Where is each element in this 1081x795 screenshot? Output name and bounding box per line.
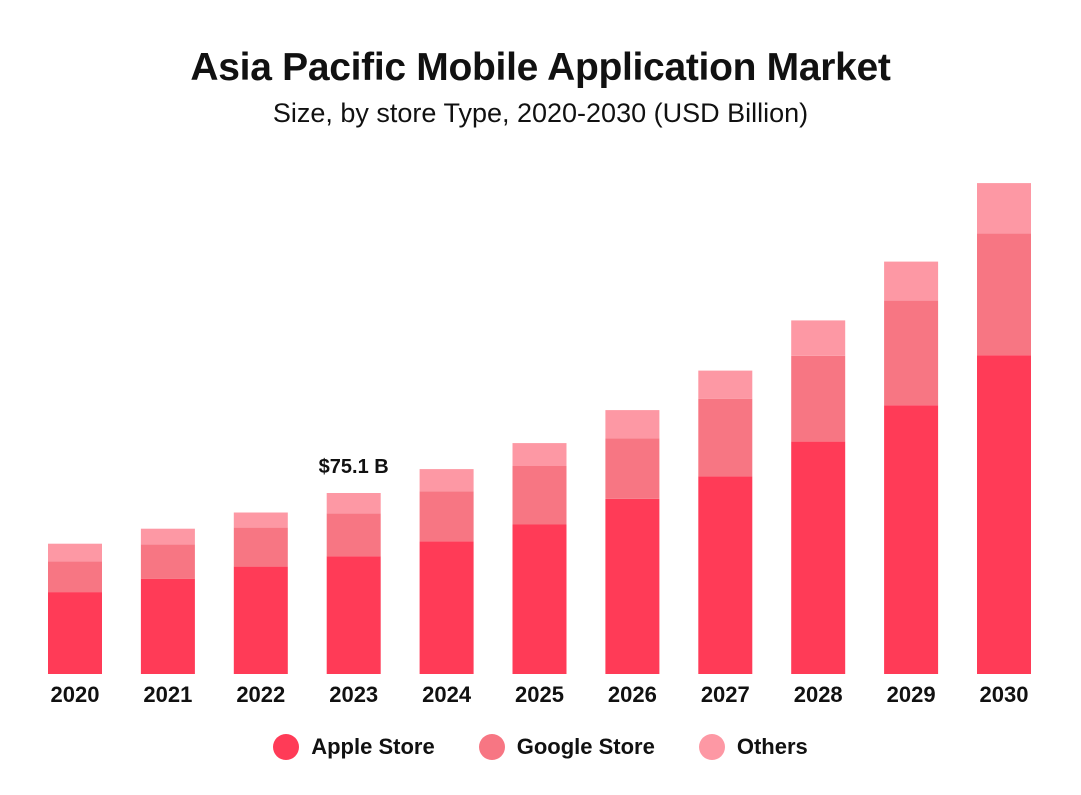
bar-apple-store-2021: [140, 578, 195, 674]
bar-google-store-2025: [512, 466, 567, 525]
bar-google-store-2021: [140, 544, 195, 579]
bar-apple-store-2023: [326, 556, 381, 674]
bar-apple-store-2024: [419, 541, 474, 674]
bar-apple-store-2029: [884, 405, 939, 674]
x-tick-label-2020: 2020: [51, 682, 100, 707]
data-label-2023: $75.1 B: [319, 456, 389, 478]
chart-legend: Apple Store Google Store Others: [0, 734, 1081, 760]
bar-google-store-2024: [419, 491, 474, 542]
bar-google-store-2023: [326, 513, 381, 557]
bar-others-2024: [419, 469, 474, 492]
chart-subtitle: Size, by store Type, 2020-2030 (USD Bill…: [272, 98, 809, 128]
bar-apple-store-2025: [512, 524, 567, 674]
legend-label-apple-store: Apple Store: [311, 734, 435, 759]
legend-item-google-store: Google Store: [478, 734, 655, 760]
chart-title: Asia Pacific Mobile Application Market: [190, 46, 891, 89]
x-tick-label-2024: 2024: [422, 682, 472, 707]
bar-others-2021: [140, 528, 195, 545]
bar-others-2030: [977, 183, 1031, 234]
bar-others-2022: [233, 512, 288, 528]
x-tick-label-2022: 2022: [236, 682, 285, 707]
legend-item-others: Others: [698, 734, 808, 760]
bar-apple-store-2030: [977, 355, 1031, 674]
bar-google-store-2029: [884, 300, 939, 406]
bar-apple-store-2027: [698, 476, 753, 674]
bar-google-store-2022: [233, 527, 288, 567]
bar-google-store-2026: [605, 438, 660, 499]
x-tick-label-2023: 2023: [329, 682, 378, 707]
bar-others-2023: [326, 493, 381, 514]
legend-swatch-others: [698, 734, 725, 760]
bar-google-store-2030: [977, 233, 1031, 356]
bar-others-2029: [884, 261, 939, 301]
bar-apple-store-2020: [48, 592, 102, 674]
legend-item-apple-store: Apple Store: [273, 734, 435, 760]
x-tick-label-2030: 2030: [980, 682, 1029, 707]
bar-others-2025: [512, 443, 567, 466]
legend-swatch-apple-store: [273, 734, 300, 760]
x-tick-label-2025: 2025: [515, 682, 564, 707]
stacked-bar-chart: 2020 2021 2022 2023 $75.1 B 2024 2025 2026 2027 2…: [48, 183, 1031, 707]
legend-label-google-store: Google Store: [516, 734, 655, 759]
bar-others-2028: [791, 320, 846, 356]
bar-google-store-2028: [791, 355, 846, 442]
bar-apple-store-2022: [233, 566, 288, 674]
x-tick-label-2026: 2026: [608, 682, 657, 707]
bar-google-store-2027: [698, 398, 753, 477]
bar-google-store-2020: [48, 561, 102, 593]
bar-apple-store-2028: [791, 441, 846, 674]
legend-label-others: Others: [736, 734, 808, 759]
legend-swatch-google-store: [478, 734, 505, 760]
x-tick-label-2021: 2021: [143, 682, 192, 707]
x-tick-label-2028: 2028: [794, 682, 843, 707]
x-tick-label-2029: 2029: [887, 682, 936, 707]
bar-apple-store-2026: [605, 498, 660, 674]
x-tick-label-2027: 2027: [701, 682, 750, 707]
bar-others-2020: [48, 543, 102, 562]
bar-others-2027: [698, 370, 753, 399]
bar-others-2026: [605, 410, 660, 439]
